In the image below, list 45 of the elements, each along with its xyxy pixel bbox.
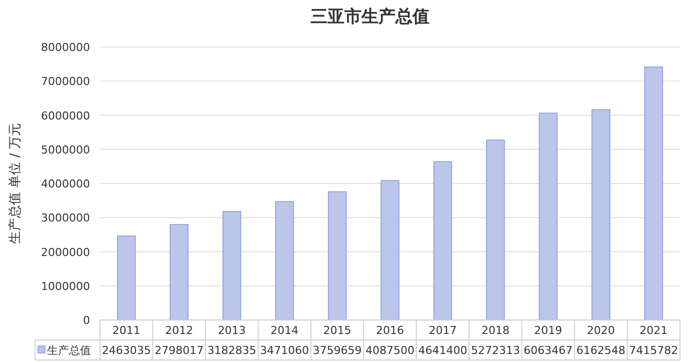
x-tick-label: 2021 [640, 324, 668, 337]
bar [380, 180, 400, 320]
chart-title: 三亚市生产总值 [310, 7, 430, 27]
x-tick-label: 2020 [586, 324, 615, 337]
data-label: 2798017 [154, 344, 204, 357]
y-tick-label: 1000000 [41, 280, 90, 293]
y-tick-label: 3000000 [41, 212, 90, 225]
data-label: 2463035 [102, 344, 151, 357]
data-label: 3759659 [312, 344, 362, 357]
x-tick-label: 2014 [270, 324, 299, 337]
data-label: 6063467 [524, 344, 573, 357]
bar [538, 112, 558, 320]
y-tick-label: 4000000 [41, 178, 90, 190]
bar [592, 109, 610, 320]
y-tick-label: 0 [83, 314, 90, 327]
data-label: 6162548 [576, 344, 626, 357]
y-tick-label: 5000000 [41, 143, 90, 156]
y-tick-label: 2000000 [41, 246, 90, 259]
bar [433, 161, 452, 320]
data-label: 4641400 [418, 344, 468, 357]
y-tick-label: 8000000 [41, 41, 90, 54]
data-label: 4087500 [366, 344, 414, 357]
x-tick-label: 2011 [112, 324, 140, 337]
bar [486, 140, 505, 320]
x-tick-label: 2015 [323, 324, 352, 337]
data-label: 5272313 [470, 344, 520, 357]
bar [170, 224, 188, 320]
data-label: 3182835 [207, 344, 256, 357]
y-tick-label: 7000000 [41, 75, 90, 88]
bar [328, 191, 347, 320]
y-axis-title: 生产总值 单位 / 万元 [8, 123, 23, 244]
bar [117, 236, 136, 320]
x-tick-label: 2016 [376, 324, 404, 337]
legend-label: 生产总值 [47, 344, 91, 357]
bar [222, 210, 242, 320]
bar [644, 66, 663, 320]
bar [275, 201, 294, 320]
x-tick-label: 2013 [218, 324, 246, 337]
x-tick-label: 2017 [428, 324, 457, 337]
data-label: 7415782 [629, 344, 678, 357]
x-tick-label: 2012 [165, 324, 194, 337]
y-tick-label: 6000000 [41, 109, 90, 122]
data-label: 3471060 [260, 344, 310, 357]
x-tick-label: 2018 [481, 324, 510, 337]
x-tick-label: 2019 [534, 324, 562, 337]
